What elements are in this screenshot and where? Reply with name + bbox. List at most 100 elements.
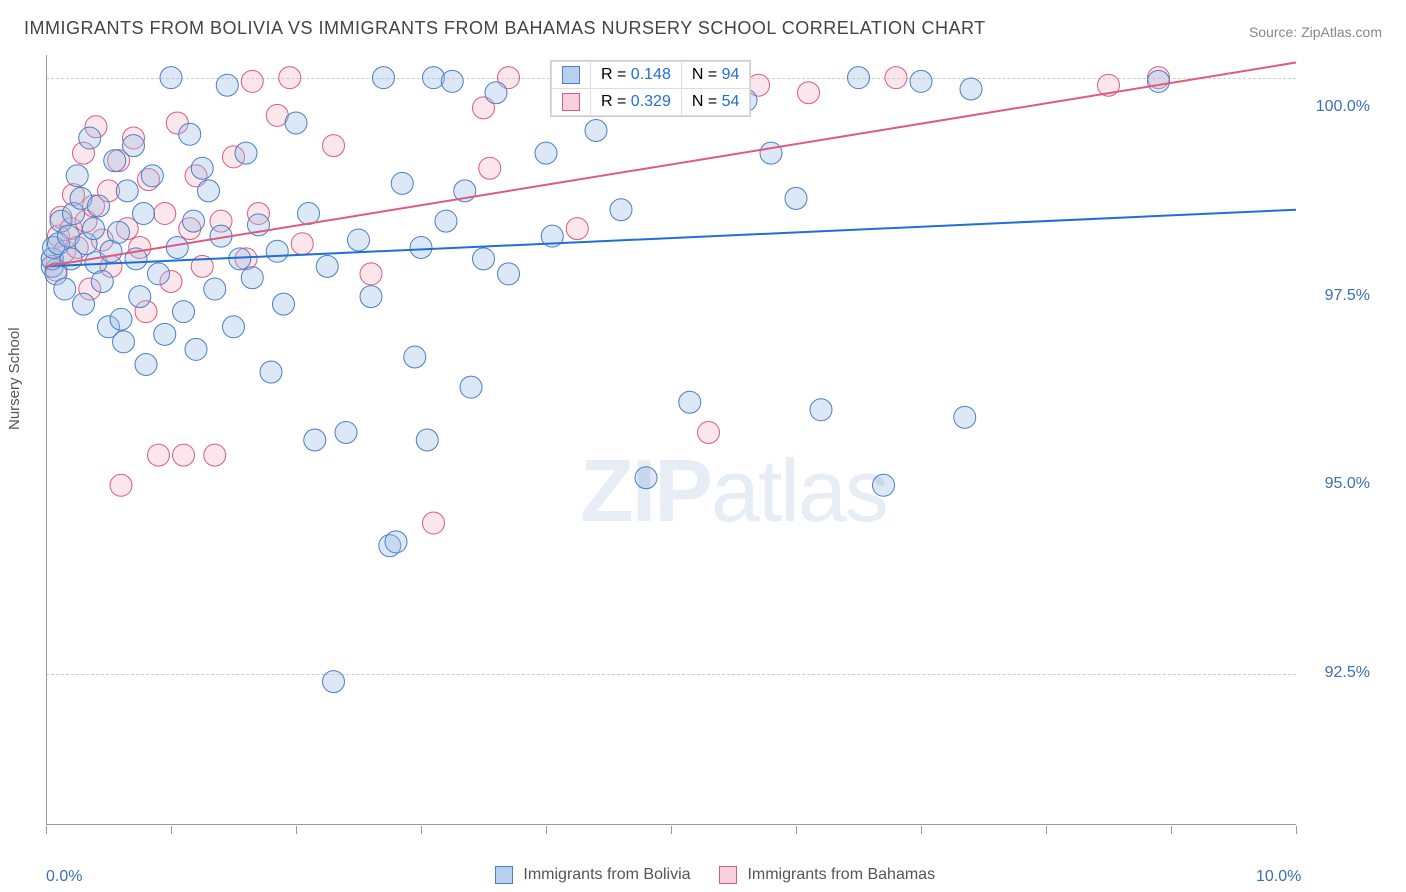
data-point bbox=[610, 199, 632, 221]
data-point bbox=[204, 444, 226, 466]
data-point bbox=[113, 331, 135, 353]
x-tick bbox=[296, 826, 297, 834]
swatch-bahamas-bottom bbox=[719, 866, 737, 884]
data-point bbox=[423, 67, 445, 89]
data-point bbox=[141, 165, 163, 187]
data-point bbox=[191, 157, 213, 179]
r-value-bolivia: 0.148 bbox=[631, 66, 671, 83]
x-tick bbox=[546, 826, 547, 834]
data-point bbox=[241, 70, 263, 92]
data-point bbox=[154, 203, 176, 225]
data-point bbox=[760, 142, 782, 164]
data-point bbox=[410, 237, 432, 259]
data-point bbox=[316, 255, 338, 277]
swatch-bahamas bbox=[562, 93, 580, 111]
data-point bbox=[960, 78, 982, 100]
data-point bbox=[173, 444, 195, 466]
data-point bbox=[404, 346, 426, 368]
x-tick bbox=[921, 826, 922, 834]
data-point bbox=[198, 180, 220, 202]
y-tick-label: 92.5% bbox=[1325, 664, 1370, 682]
data-point bbox=[585, 119, 607, 141]
x-tick-label: 0.0% bbox=[46, 868, 82, 886]
correlation-row-bolivia: R = 0.148 N = 94 bbox=[552, 62, 750, 89]
data-point bbox=[154, 323, 176, 345]
data-point bbox=[266, 240, 288, 262]
data-point bbox=[133, 203, 155, 225]
data-point bbox=[479, 157, 501, 179]
data-point bbox=[135, 354, 157, 376]
x-tick bbox=[421, 826, 422, 834]
data-point bbox=[148, 263, 170, 285]
data-point bbox=[298, 203, 320, 225]
y-tick-label: 100.0% bbox=[1316, 98, 1370, 116]
data-point bbox=[235, 142, 257, 164]
x-tick bbox=[171, 826, 172, 834]
source-name: ZipAtlas.com bbox=[1301, 24, 1382, 40]
x-tick-label: 10.0% bbox=[1256, 868, 1301, 886]
data-point bbox=[129, 286, 151, 308]
x-tick bbox=[671, 826, 672, 834]
data-point bbox=[910, 70, 932, 92]
data-point bbox=[373, 67, 395, 89]
data-point bbox=[79, 127, 101, 149]
r-value-bahamas: 0.329 bbox=[631, 93, 671, 110]
chart-title: IMMIGRANTS FROM BOLIVIA VS IMMIGRANTS FR… bbox=[24, 18, 986, 39]
data-point bbox=[110, 308, 132, 330]
data-point bbox=[848, 67, 870, 89]
data-point bbox=[54, 278, 76, 300]
x-tick bbox=[1046, 826, 1047, 834]
r-label: R = bbox=[601, 66, 631, 83]
n-value-bolivia: 94 bbox=[722, 66, 740, 83]
x-tick bbox=[796, 826, 797, 834]
data-point bbox=[435, 210, 457, 232]
data-point bbox=[204, 278, 226, 300]
data-point bbox=[104, 150, 126, 172]
data-point bbox=[279, 67, 301, 89]
data-point bbox=[291, 233, 313, 255]
data-point bbox=[335, 421, 357, 443]
data-point bbox=[260, 361, 282, 383]
series-legend: Immigrants from Bolivia Immigrants from … bbox=[0, 866, 1406, 884]
correlation-row-bahamas: R = 0.329 N = 54 bbox=[552, 89, 750, 116]
x-tick bbox=[46, 826, 47, 834]
r-label: R = bbox=[601, 93, 631, 110]
data-point bbox=[498, 263, 520, 285]
y-tick-label: 97.5% bbox=[1325, 287, 1370, 305]
data-point bbox=[185, 338, 207, 360]
data-point bbox=[535, 142, 557, 164]
chart-svg bbox=[46, 55, 1296, 825]
y-axis-label: Nursery School bbox=[6, 327, 23, 430]
data-point bbox=[416, 429, 438, 451]
data-point bbox=[116, 180, 138, 202]
data-point bbox=[810, 399, 832, 421]
legend-label-bolivia: Immigrants from Bolivia bbox=[523, 866, 690, 883]
n-label: N = bbox=[692, 93, 722, 110]
legend-label-bahamas: Immigrants from Bahamas bbox=[747, 866, 935, 883]
data-point bbox=[698, 421, 720, 443]
data-point bbox=[679, 391, 701, 413]
data-point bbox=[285, 112, 307, 134]
n-label: N = bbox=[692, 66, 722, 83]
x-tick bbox=[1171, 826, 1172, 834]
correlation-legend: R = 0.148 N = 94 R = 0.329 N = 54 bbox=[550, 60, 751, 117]
data-point bbox=[873, 474, 895, 496]
data-point bbox=[423, 512, 445, 534]
y-tick-label: 95.0% bbox=[1325, 475, 1370, 493]
data-point bbox=[348, 229, 370, 251]
data-point bbox=[954, 406, 976, 428]
data-point bbox=[1148, 70, 1170, 92]
data-point bbox=[223, 316, 245, 338]
data-point bbox=[108, 221, 130, 243]
swatch-bolivia bbox=[562, 66, 580, 84]
data-point bbox=[323, 135, 345, 157]
data-point bbox=[360, 286, 382, 308]
data-point bbox=[241, 267, 263, 289]
data-point bbox=[566, 218, 588, 240]
data-point bbox=[173, 301, 195, 323]
data-point bbox=[160, 67, 182, 89]
data-point bbox=[166, 237, 188, 259]
data-point bbox=[360, 263, 382, 285]
data-point bbox=[91, 270, 113, 292]
data-point bbox=[798, 82, 820, 104]
